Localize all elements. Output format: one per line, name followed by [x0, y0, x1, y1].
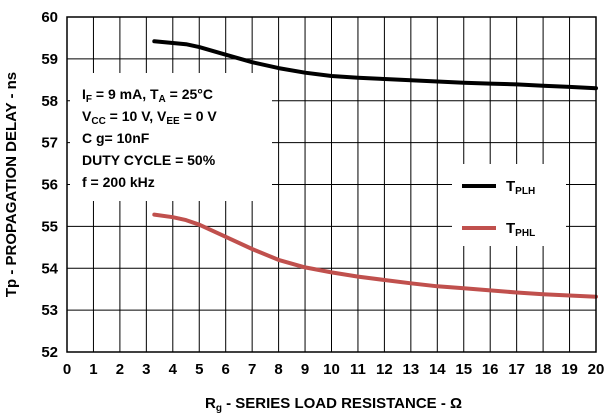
y-tick-label: 52	[41, 344, 58, 361]
y-tick-label: 54	[41, 260, 58, 277]
annotation-line: VCC = 10 V, VEE = 0 V	[82, 108, 217, 127]
legend-label: TPLH	[506, 178, 535, 197]
y-tick-label: 57	[41, 135, 58, 152]
x-tick-label: 17	[508, 361, 525, 378]
x-tick-label: 12	[376, 361, 393, 378]
x-tick-label: 5	[195, 361, 203, 378]
x-tick-label: 7	[248, 361, 256, 378]
x-tick-label: 9	[301, 361, 309, 378]
x-tick-label: 4	[169, 361, 178, 378]
plot-area-border	[66, 16, 597, 353]
y-axis-ticks: 52 53 54 55 56 57 58 59 60	[41, 9, 58, 361]
annotation-line: C g= 10nF	[82, 130, 150, 146]
y-tick-label: 53	[41, 302, 58, 319]
x-axis-ticks: 0 1 2 3 4 5 6 7 8 9 10 11 12 13 14 15 16 17 18 19 20	[63, 361, 605, 378]
y-tick-label: 59	[41, 51, 58, 68]
x-tick-label: 19	[561, 361, 578, 378]
x-tick-label: 20	[588, 361, 605, 378]
annotation-line: f = 200 kHz	[82, 174, 155, 190]
x-tick-label: 3	[142, 361, 150, 378]
y-tick-label: 55	[41, 218, 58, 235]
series-line	[152, 212, 598, 299]
legend-background	[452, 164, 566, 246]
data-series	[152, 39, 598, 299]
x-tick-label: 1	[89, 361, 97, 378]
x-tick-label: 11	[350, 361, 366, 378]
x-tick-label: 10	[323, 361, 340, 378]
x-tick-label: 8	[274, 361, 282, 378]
y-tick-label: 56	[41, 177, 58, 194]
series-line	[152, 39, 598, 91]
x-tick-label: 18	[535, 361, 552, 378]
y-tick-label: 60	[41, 9, 58, 26]
x-tick-label: 6	[222, 361, 230, 378]
x-axis-title: Rg - SERIES LOAD RESISTANCE - Ω	[205, 395, 462, 414]
legend: TPLH TPHL	[462, 178, 535, 239]
x-tick-label: 14	[429, 361, 446, 378]
x-tick-label: 13	[403, 361, 420, 378]
x-tick-label: 16	[482, 361, 499, 378]
annotation-line: IF = 9 mA, TA = 25°C	[82, 86, 213, 105]
y-tick-label: 58	[41, 93, 58, 110]
y-axis-title: Tp - PROPAGATION DELAY - ns	[3, 72, 20, 297]
test-conditions-annotation: IF = 9 mA, TA = 25°C VCC = 10 V, VEE = 0 …	[82, 86, 217, 190]
legend-label: TPHL	[506, 220, 535, 239]
x-tick-label: 2	[116, 361, 124, 378]
conditions-box-background	[70, 73, 272, 201]
x-tick-label: 0	[63, 361, 71, 378]
annotation-line: DUTY CYCLE = 50%	[82, 152, 216, 168]
x-tick-label: 15	[455, 361, 472, 378]
